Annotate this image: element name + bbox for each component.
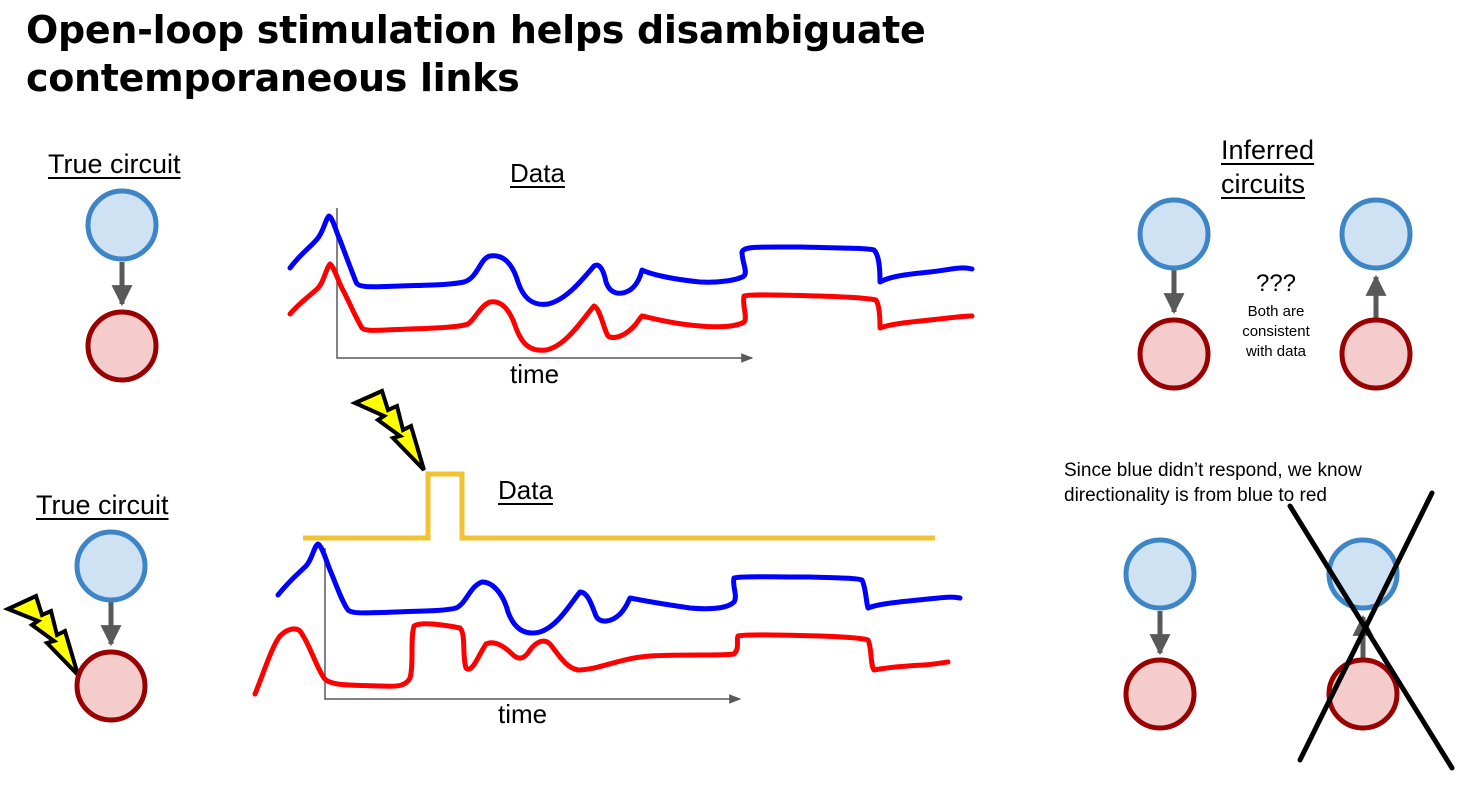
conclusion-line2: directionality is from blue to red [1064,485,1327,506]
bottom-true-blue-node [74,529,148,603]
bottom-time-label: time [498,699,548,729]
inferred-label-line1: Inferred [1221,135,1315,165]
conclusion-left-red-node [1123,657,1197,731]
conclusion-circuit-rejected [1287,490,1455,771]
question-marks: ??? [1255,270,1297,297]
inferred-left-blue-node [1137,197,1211,271]
slide-title-line1: Open-loop stimulation helps disambiguate [26,8,926,52]
top-data-label: Data [510,158,565,188]
conclusion-right-blue-node [1326,537,1400,611]
top-true-circuit-label: True circuit [48,149,181,179]
top-true-blue-node [85,188,159,262]
ambiguity-note: Both are consistent with data [1216,302,1336,362]
ambiguity-note-line3: with data [1245,343,1307,360]
cross-out-icon [1287,490,1455,771]
inferred-circuit-red-to-blue [1339,197,1413,391]
inferred-right-blue-node [1339,197,1413,271]
conclusion-text: Since blue didn’t respond, we know direc… [1064,458,1362,508]
lightning-bolt-icon-bottom [2,593,80,677]
top-red-trace [287,261,975,353]
bottom-true-circuit [74,529,148,723]
bottom-true-circuit-label: True circuit [36,490,169,520]
bottom-data-plot [252,471,963,704]
conclusion-right-red-node [1326,657,1400,731]
bottom-data-label: Data [498,475,553,505]
slide-title: Open-loop stimulation helps disambiguate… [26,6,1126,102]
ambiguity-note-line1: Both are [1247,303,1305,320]
inferred-left-red-node [1137,317,1211,391]
stimulus-trace [303,471,935,541]
ambiguity-note-line2: consistent [1242,323,1310,340]
cross-out-stroke-2 [1297,490,1435,763]
top-true-red-node [85,309,159,383]
top-time-axis [336,208,754,363]
bottom-blue-trace [275,541,963,636]
top-blue-trace [287,213,975,307]
conclusion-left-blue-node [1123,537,1197,611]
inferred-right-red-node [1339,317,1413,391]
bottom-time-axis [324,548,742,704]
cross-out-stroke-1 [1287,503,1455,771]
lightning-bolt-icon-top [350,388,426,472]
slide-title-line2: contemporaneous links [26,56,520,100]
conclusion-line1: Since blue didn’t respond, we know [1064,460,1362,481]
bottom-red-trace [252,621,951,697]
top-true-circuit [85,188,159,383]
top-time-label: time [510,359,560,389]
inferred-circuit-blue-to-red [1137,197,1211,391]
conclusion-circuit-valid [1123,537,1197,731]
top-data-plot [287,208,975,363]
inferred-label-line2: circuits [1221,169,1306,199]
bottom-true-red-node [74,649,148,723]
